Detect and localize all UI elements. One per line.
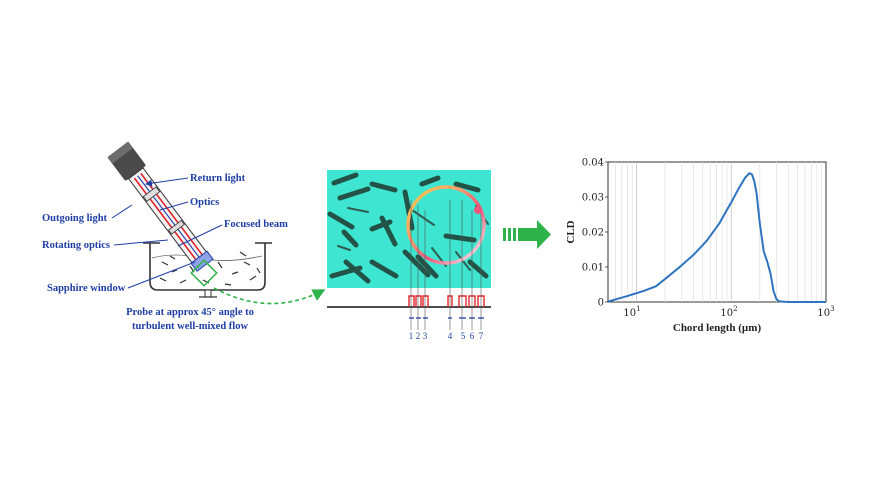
x-axis: 101 102 103: [623, 305, 834, 319]
caption-line-2: turbulent well-mixed flow: [132, 321, 248, 332]
grid: [615, 162, 823, 302]
y-axis-title: CLD: [565, 220, 577, 243]
plot-area: [607, 161, 827, 303]
x-tick-label: 103: [817, 305, 834, 319]
cld-series-line: [607, 172, 826, 303]
vessel: [143, 242, 272, 298]
y-tick-label: 0.01: [582, 263, 604, 274]
chord-illustration: 1 2 3 4 5 6 7: [327, 170, 491, 341]
label-outgoing-light: Outgoing light: [42, 213, 108, 224]
y-tick-label: 0.04: [582, 158, 604, 169]
y-tick-label: 0.03: [582, 193, 604, 204]
label-rotating-optics: Rotating optics: [42, 240, 110, 251]
chord-number: 4: [448, 331, 453, 341]
y-tick-label: 0: [598, 298, 604, 309]
laser-scan-circle: [406, 185, 486, 265]
probe-diagram: Return light Optics Outgoing light Focus…: [42, 141, 288, 332]
label-focused-beam: Focused beam: [224, 219, 288, 230]
chord-pulses: [408, 295, 485, 307]
label-sapphire-window: Sapphire window: [47, 283, 126, 294]
x-axis-title: Chord length (µm): [673, 322, 762, 334]
label-optics: Optics: [190, 197, 219, 208]
zoom-connector-arrow: [213, 287, 326, 305]
cld-chart: 0 0.01 0.02 0.03 0.04 101 102 103 Chord leng…: [565, 158, 835, 335]
measurement-zone: [190, 259, 218, 287]
y-tick-label: 0.02: [582, 228, 604, 239]
caption-line-1: Probe at approx 45° angle to: [126, 307, 254, 318]
x-tick-label: 101: [623, 305, 640, 319]
probe-body: [107, 141, 214, 272]
process-arrow: [503, 220, 551, 249]
chord-number: 7: [479, 331, 484, 341]
chord-number: 3: [423, 331, 428, 341]
y-axis: 0 0.01 0.02 0.03 0.04: [582, 158, 608, 309]
chord-number: 2: [416, 331, 421, 341]
chord-number: 1: [409, 331, 414, 341]
label-return-light: Return light: [190, 173, 246, 184]
x-tick-label: 102: [720, 305, 737, 319]
chord-guides: [410, 200, 482, 330]
chord-number: 6: [470, 331, 475, 341]
chord-number: 5: [461, 331, 466, 341]
